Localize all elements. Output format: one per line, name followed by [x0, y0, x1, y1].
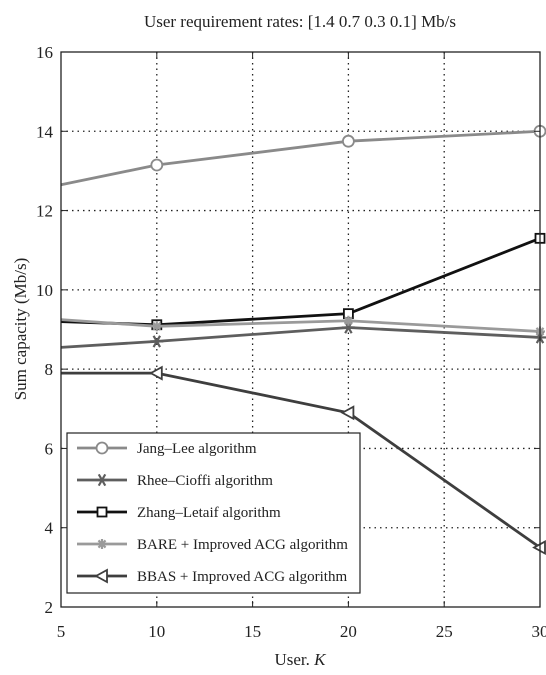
legend: Jang–Lee algorithm Rhee–Cioffi algorithm Z… [66, 432, 361, 594]
y-tick-label: 12 [36, 202, 53, 221]
y-tick-label: 14 [36, 122, 54, 141]
x-tick-label: 10 [148, 622, 165, 641]
y-tick-label: 4 [45, 519, 54, 538]
data-point-marker [151, 321, 162, 332]
legend-marker [97, 539, 107, 549]
series-line [60, 237, 541, 327]
legend-marker [95, 441, 109, 455]
y-tick-label: 16 [36, 43, 53, 62]
legend-entry-label: Jang–Lee algorithm [137, 441, 257, 457]
legend-entry-label: BBAS + Improved ACG algorithm [137, 569, 347, 585]
y-tick-label: 6 [45, 439, 54, 458]
data-point-marker [343, 315, 354, 326]
legend-marker [95, 473, 109, 487]
y-axis-title: Sum capacity (Mb/s) [11, 258, 30, 401]
legend-entry-label: Zhang–Letaif algorithm [137, 505, 281, 521]
axis-ticks: 5 10 15 20 25 30 2 4 6 8 10 12 14 16 [36, 43, 546, 641]
series-lines [60, 124, 546, 556]
chart-title: User requirement rates: [1.4 0.7 0.3 0.1… [144, 12, 456, 31]
x-tick-label: 25 [436, 622, 453, 641]
legend-entry-label: BARE + Improved ACG algorithm [137, 537, 348, 553]
x-tick-label: 5 [57, 622, 66, 641]
legend-marker [96, 506, 108, 518]
series-line [60, 318, 541, 333]
x-axis-title: User. K [274, 650, 327, 669]
series-line [61, 371, 541, 549]
series-line [60, 326, 541, 349]
y-tick-label: 10 [36, 281, 53, 300]
x-tick-label: 30 [532, 622, 546, 641]
series-line [60, 129, 541, 187]
data-point-marker [341, 134, 355, 148]
data-point-marker [148, 365, 163, 381]
plot-area-frame [60, 51, 541, 608]
legend-entry-label: Rhee–Cioffi algorithm [137, 473, 273, 489]
y-tick-label: 2 [45, 598, 54, 617]
x-tick-label: 20 [340, 622, 357, 641]
y-tick-label: 8 [45, 360, 54, 379]
data-point-marker [340, 405, 355, 421]
legend-marker [94, 568, 108, 584]
data-point-marker [150, 335, 164, 348]
x-tick-label: 15 [244, 622, 261, 641]
data-point-marker [150, 158, 164, 172]
